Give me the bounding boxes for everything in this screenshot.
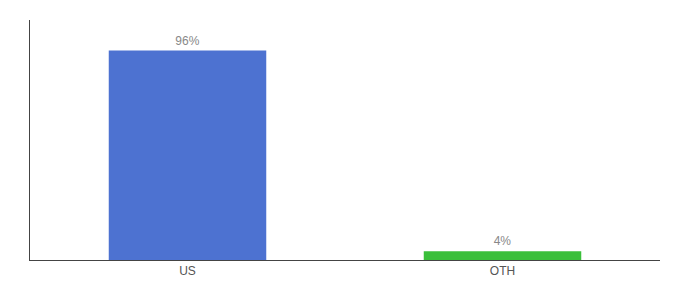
svg-text:OTH: OTH [490,264,515,278]
svg-text:US: US [179,264,196,278]
svg-text:96%: 96% [175,34,199,48]
svg-text:4%: 4% [494,234,512,248]
